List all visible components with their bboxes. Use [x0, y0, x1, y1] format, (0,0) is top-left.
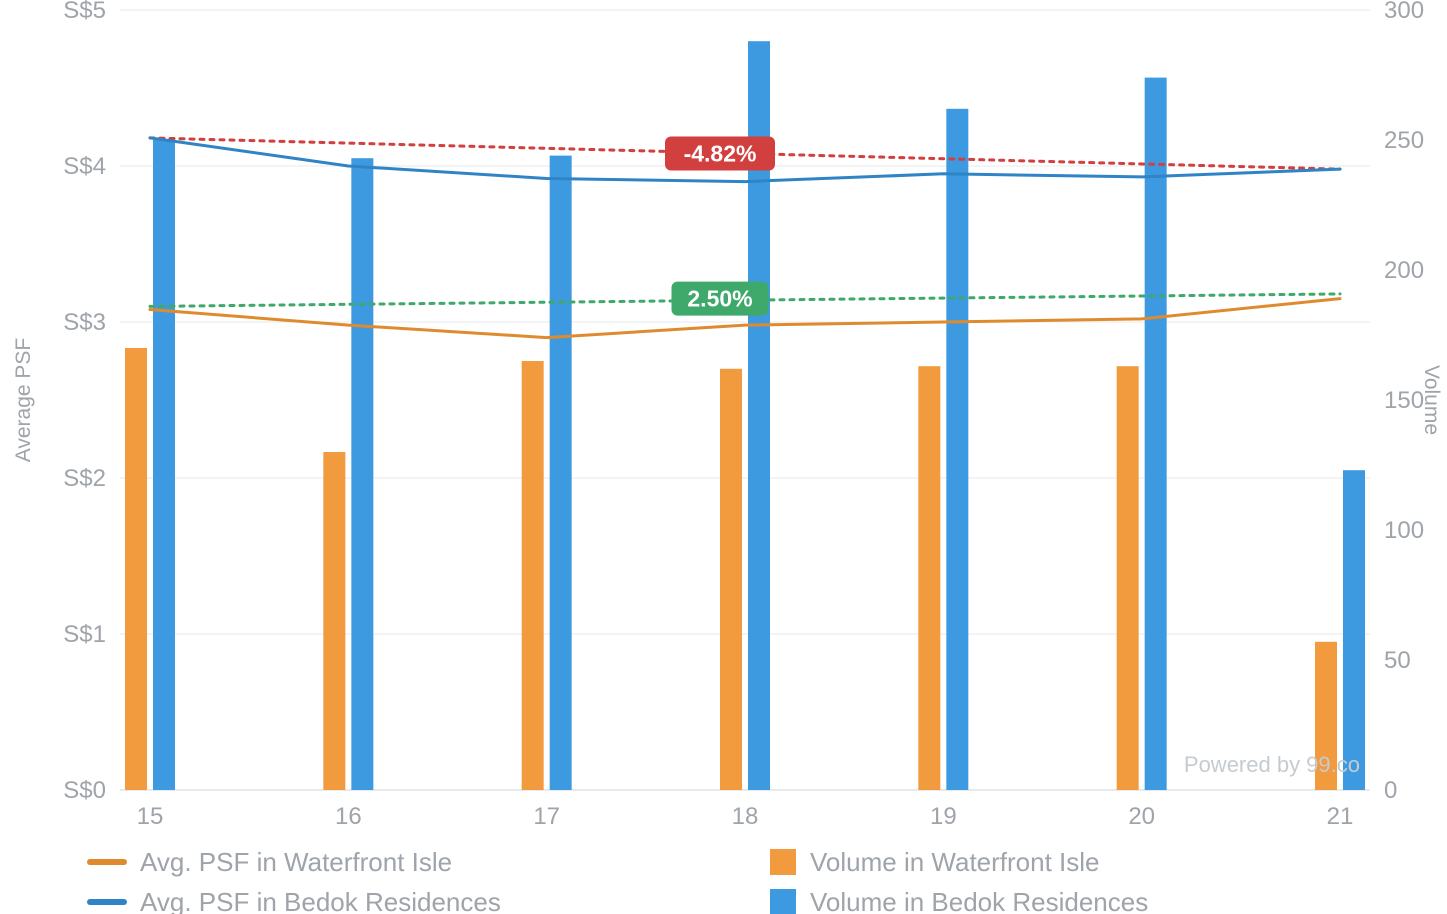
x-tick: 16	[335, 803, 362, 830]
y-left-tick: S$4	[63, 153, 106, 180]
chart-svg: S$0 S$1 S$2 S$3 S$4 S$5 0 50 100 150 200 250 300 15 16…	[0, 0, 1447, 914]
y-left-tick: S$2	[63, 465, 106, 492]
y-right-tick: 150	[1384, 387, 1424, 414]
x-tick: 15	[137, 803, 164, 830]
psf-volume-chart: S$0 S$1 S$2 S$3 S$4 S$5 0 50 100 150 200 250 300 15 16…	[0, 0, 1447, 914]
bar-waterfront-volume	[125, 348, 147, 790]
y-right-label: Volume	[1420, 365, 1443, 435]
bar-bedok-volume	[946, 109, 968, 790]
bar-bedok-volume	[351, 158, 373, 790]
x-tick: 17	[533, 803, 560, 830]
x-tick: 19	[930, 803, 957, 830]
legend-bar-label: Volume in Bedok Residences	[810, 887, 1148, 914]
y-left-label: Average PSF	[12, 338, 35, 463]
bar-bedok-volume	[550, 156, 572, 790]
legend-bar-swatch	[770, 889, 796, 914]
bar-waterfront-volume	[918, 366, 940, 790]
legend-line-label: Avg. PSF in Waterfront Isle	[140, 847, 452, 877]
watermark: Powered by 99.co	[1184, 752, 1360, 777]
bar-waterfront-volume	[323, 452, 345, 790]
y-right-tick: 300	[1384, 0, 1424, 24]
y-right-tick: 200	[1384, 257, 1424, 284]
bar-waterfront-volume	[720, 369, 742, 790]
trend-badge-text: -4.82%	[684, 141, 757, 167]
bar-bedok-volume	[1145, 78, 1167, 790]
y-left-tick: S$5	[63, 0, 106, 24]
legend-line-label: Avg. PSF in Bedok Residences	[140, 887, 501, 914]
y-right-tick: 50	[1384, 647, 1411, 674]
trend-badge-text: 2.50%	[687, 286, 752, 312]
y-right-tick: 0	[1384, 777, 1397, 804]
y-left-tick: S$1	[63, 621, 106, 648]
bar-waterfront-volume	[1117, 366, 1139, 790]
y-left-tick: S$0	[63, 777, 106, 804]
bar-bedok-volume	[153, 140, 175, 790]
y-left-tick: S$3	[63, 309, 106, 336]
legend-bar-swatch	[770, 849, 796, 875]
legend-bar-label: Volume in Waterfront Isle	[810, 847, 1100, 877]
x-tick: 21	[1327, 803, 1354, 830]
y-right-tick: 250	[1384, 127, 1424, 154]
x-tick: 20	[1128, 803, 1155, 830]
bar-waterfront-volume	[522, 361, 544, 790]
x-tick: 18	[732, 803, 759, 830]
y-right-tick: 100	[1384, 517, 1424, 544]
bar-bedok-volume	[1343, 470, 1365, 790]
